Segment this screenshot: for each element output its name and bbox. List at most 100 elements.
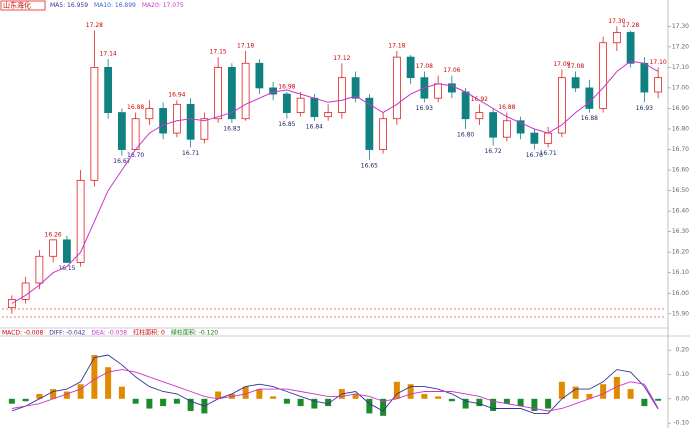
candle-body <box>544 132 553 144</box>
y-tick-label: 16.50 <box>672 187 689 194</box>
candle-body <box>640 62 649 93</box>
candle-body <box>434 83 443 99</box>
y-tick-label: 16.00 <box>672 290 689 297</box>
low-label: 16.84 <box>306 123 323 130</box>
macd-bar <box>572 386 579 399</box>
y-tick-label: 15.90 <box>672 310 689 317</box>
candle-body <box>62 239 71 263</box>
candle-body <box>145 108 154 120</box>
candle-body <box>214 66 223 120</box>
candle-body <box>49 239 58 257</box>
macd-bar <box>655 398 662 401</box>
low-label: 16.80 <box>457 131 474 138</box>
high-label: 17.28 <box>622 22 639 29</box>
candle-body <box>200 118 209 140</box>
low-label: 16.67 <box>113 158 130 165</box>
candle-body <box>654 77 663 93</box>
candle-body <box>324 112 333 118</box>
candle-body <box>599 42 608 109</box>
macd-bar <box>187 398 194 411</box>
macd-bar <box>160 398 167 407</box>
low-label: 16.65 <box>361 162 378 169</box>
low-label: 16.15 <box>58 265 75 272</box>
candle-body <box>117 112 126 150</box>
candle-body <box>530 132 539 144</box>
macd-bar <box>531 398 538 411</box>
candle-body <box>461 91 470 120</box>
y-tick-label: 16.40 <box>672 208 689 215</box>
macd-bar <box>448 398 455 402</box>
macd-bar <box>242 386 249 399</box>
y-tick-label: 16.10 <box>672 269 689 276</box>
candle-body <box>296 97 305 113</box>
candle-body <box>131 118 140 150</box>
macd-bar <box>173 398 180 404</box>
macd-bar <box>50 389 57 399</box>
indicator-label: MA5: 16.959 <box>50 2 88 9</box>
candle-body <box>241 62 250 120</box>
candle-body <box>351 77 360 99</box>
dea-line <box>11 369 659 412</box>
high-label: 17.30 <box>608 18 625 25</box>
y-tick-label: 16.80 <box>672 125 689 132</box>
indicator-label: MACD: -0.008 <box>2 330 43 337</box>
y-tick-label: 16.30 <box>672 228 689 235</box>
indicator-label: DIFF: -0.042 <box>49 330 85 337</box>
candle-body <box>227 66 236 120</box>
macd-bar <box>380 398 387 416</box>
macd-bar <box>366 398 373 414</box>
high-label: 17.28 <box>86 22 103 29</box>
y-tick-label: 16.60 <box>672 167 689 174</box>
macd-bar <box>586 393 593 399</box>
macd-bar <box>118 386 125 399</box>
candle-body <box>365 97 374 150</box>
low-label: 16.93 <box>416 105 433 112</box>
macd-bar <box>517 398 524 407</box>
candle-body <box>35 255 44 284</box>
high-label: 17.18 <box>237 42 254 49</box>
macd-bar <box>297 398 304 407</box>
time-strip <box>2 308 664 318</box>
low-label: 16.70 <box>526 152 543 159</box>
macd-bar <box>435 396 442 399</box>
y-tick-label: 0.00 <box>676 395 690 402</box>
y-tick-label: -0.10 <box>673 420 689 427</box>
high-label: 16.88 <box>498 104 515 111</box>
indicator-label: 绿柱面积: -0.120 <box>171 329 218 337</box>
high-label: 17.06 <box>443 67 460 74</box>
candle-body <box>159 108 168 134</box>
chart-title: 山东海化 <box>3 1 31 10</box>
macd-bar <box>63 391 70 399</box>
macd-bar <box>256 389 263 399</box>
macd-bar <box>641 398 648 407</box>
macd-bar <box>490 398 497 411</box>
macd-bar <box>352 393 359 399</box>
macd-bar <box>91 355 98 399</box>
macd-bar <box>558 381 565 399</box>
candle-body <box>502 120 511 138</box>
y-tick-label: 17.20 <box>672 43 689 50</box>
candle-body <box>310 97 319 118</box>
low-label: 16.93 <box>636 105 653 112</box>
macd-bar <box>22 398 29 402</box>
high-label: 16.94 <box>168 92 185 99</box>
macd-bar <box>545 398 552 409</box>
candle-body <box>392 56 401 120</box>
high-label: 16.98 <box>278 84 295 91</box>
high-label: 17.08 <box>567 63 584 70</box>
y-tick-label: 17.30 <box>672 23 689 30</box>
high-label: 17.18 <box>388 42 405 49</box>
macd-bar <box>146 398 153 409</box>
macd-bar <box>503 398 510 404</box>
y-tick-label: 0.20 <box>676 347 690 354</box>
macd-bar <box>270 396 277 399</box>
macd-bar <box>36 393 43 399</box>
indicator-label: 红柱面积: 0 <box>133 329 165 337</box>
high-label: 17.15 <box>210 49 227 56</box>
candle-body <box>172 103 181 134</box>
macd-bar <box>600 384 607 399</box>
high-label: 17.08 <box>416 63 433 70</box>
y-tick-label: 0.10 <box>676 371 690 378</box>
candle-body <box>475 112 484 120</box>
